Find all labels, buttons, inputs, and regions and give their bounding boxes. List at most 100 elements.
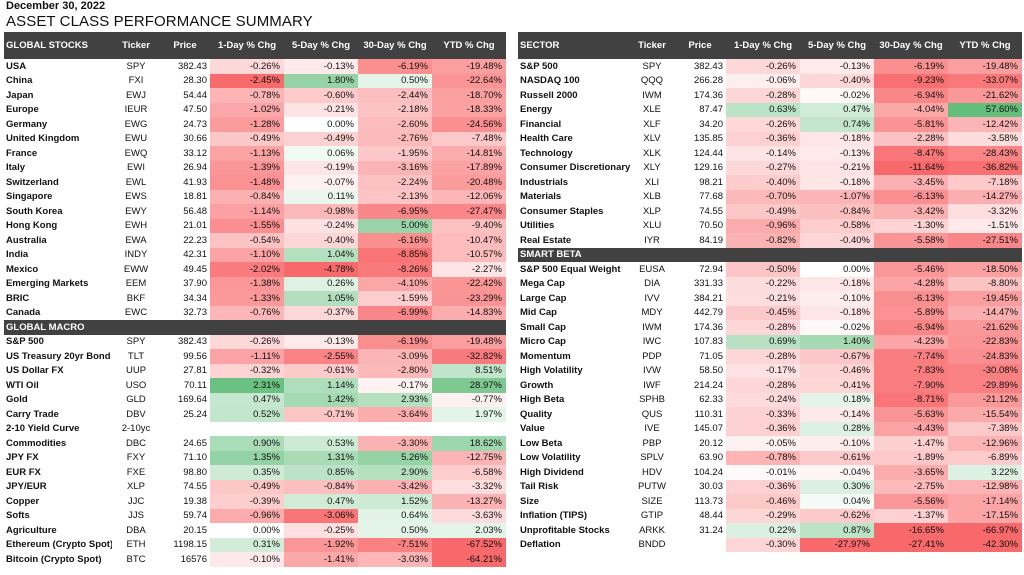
table-row: Health Care XLV 135.85 -0.36% -0.18% -2.28% -3… [518,131,1022,146]
cell-ticker: XLY [643,162,661,174]
cell-ticker: EWW [123,263,149,275]
cell-ticker: USO [125,379,147,391]
cell-chg-30day: -5.89% [874,305,948,320]
cell-price: 382.43 [177,60,207,72]
cell-price: 87.47 [699,104,723,116]
column-header-ytd: YTD % Chg [959,40,1011,51]
cell-price: 58.50 [699,365,723,377]
cell-ticker: EEM [125,278,147,290]
cell-name: Low Volatility [520,452,581,464]
cell-name: 2-10 Yield Curve [6,423,80,435]
cell-chg-1day: -1.14% [210,204,284,219]
cell-price: 21.01 [183,220,207,232]
cell-name: Size [520,495,540,507]
cell-price: 74.55 [699,205,723,217]
cell-chg-30day [358,422,432,437]
cell-chg-5day: 1.14% [284,378,358,393]
cell-chg-1day: -0.14% [726,146,800,161]
cell-chg-1day: -0.46% [726,494,800,509]
cell-name: Consumer Discretionary [520,162,630,174]
cell-price: 54.44 [183,89,207,101]
cell-name: Italy [6,162,26,174]
cell-chg-1day: 0.35% [210,465,284,480]
table-row: JPY/EUR XLP 74.55 -0.49% -0.84% -3.42% -3.32% [4,479,506,494]
cell-chg-5day: -0.84% [800,204,874,219]
cell-price: 16576 [180,553,207,565]
table-row: US Dollar FX UUP 27.81 -0.32% -0.61% -2.80% 8.… [4,363,506,378]
cell-chg-1day: -0.49% [726,204,800,219]
cell-ticker: BTC [126,553,146,565]
table-row: Low Beta PBP 20.12 -0.05% -0.10% -1.47% -12.96… [518,436,1022,451]
cell-ticker: XLI [644,176,660,188]
table-row: Real Estate IYR 84.19 -0.82% -0.40% -5.58% -27… [518,233,1022,248]
table-row: Technology XLK 124.44 -0.14% -0.13% -8.47% -28… [518,146,1022,161]
cell-chg-30day: -4.04% [874,102,948,117]
table-row: Canada EWC 32.73 -0.76% -0.37% -6.99% -14.83% [4,305,506,320]
cell-chg-30day: -6.94% [874,88,948,103]
cell-price: 70.11 [183,379,207,391]
cell-name: Momentum [520,350,571,362]
cell-chg-1day: 0.47% [210,392,284,407]
cell-chg-ytd: -36.82% [948,160,1022,175]
global-macro-table: S&P 500 SPY 382.43 -0.26% -0.13% -6.19% -19.48… [4,334,506,567]
cell-price: 18.81 [183,191,207,203]
cell-chg-ytd: -3.32% [432,479,506,494]
cell-name: WTI Oil [6,379,39,391]
table-row: S&P 500 SPY 382.43 -0.26% -0.13% -6.19% -19.48… [4,334,506,349]
cell-chg-ytd: -24.83% [948,349,1022,364]
table-row: China FXI 28.30 -2.45% 1.80% 0.50% -22.64% [4,73,506,88]
cell-name: Industrials [520,176,569,188]
cell-price: 169.64 [177,394,207,406]
cell-chg-30day: -7.90% [874,378,948,393]
cell-price: 32.73 [183,307,207,319]
cell-chg-ytd: -14.27% [948,189,1022,204]
cell-chg-1day: -0.30% [726,537,800,552]
cell-ticker: FXY [126,452,146,464]
left-panel: GLOBAL STOCKS Ticker Price 1-Day % Chg 5… [4,32,506,567]
cell-price: 48.44 [699,510,723,522]
cell-chg-1day: -2.45% [210,73,284,88]
cell-chg-5day: 0.00% [327,118,354,130]
table-row: Japan EWJ 54.44 -0.78% -0.60% -2.44% -18.70% [4,88,506,103]
table-row: Consumer Staples XLP 74.55 -0.49% -0.84% -3.4… [518,204,1022,219]
cell-chg-30day: 0.50% [358,73,432,88]
cell-ticker: JJS [128,510,144,522]
cell-price: 25.24 [183,408,207,420]
cell-chg-30day: -3.65% [874,465,948,480]
cell-chg-ytd: -12.96% [948,436,1022,451]
cell-price: 384.21 [693,292,723,304]
cell-name: Materials [520,191,562,203]
table-row: Consumer Discretionary XLY 129.16 -0.27% -0.… [518,160,1022,175]
cell-chg-1day: 0.22% [726,523,800,538]
cell-ticker: EWC [124,307,148,319]
cell-ticker: IVW [643,365,661,377]
cell-chg-1day: -0.76% [210,305,284,320]
cell-chg-1day: -0.40% [726,175,800,190]
table-row: EUR FX FXE 98.80 0.35% 0.85% 2.90% -6.58% [4,465,506,480]
cell-chg-1day: -0.28% [726,378,800,393]
cell-price: 174.36 [693,89,723,101]
cell-name: High Beta [520,394,565,406]
cell-ticker: IWF [643,379,661,391]
cell-ticker: SPY [642,60,662,72]
cell-name: Mexico [6,263,39,275]
cell-chg-5day: -0.04% [800,465,874,480]
cell-ticker: EWJ [125,89,147,101]
cell-chg-ytd: -18.50% [948,262,1022,277]
cell-chg-5day: 0.47% [284,494,358,509]
cell-chg-30day: 0.50% [358,523,432,538]
cell-price: 84.19 [699,234,723,246]
cell-price: 331.33 [693,278,723,290]
cell-chg-1day: -0.49% [210,131,284,146]
cell-chg-30day: -2.24% [358,175,432,190]
cell-chg-30day: -7.74% [874,349,948,364]
table-row: Bitcoin (Crypto Spot) BTC 16576 -0.10% -1.41… [4,552,506,567]
cell-ticker: XLK [643,147,661,159]
cell-ticker: IWM [642,89,662,101]
column-header-1day: 1-Day % Chg [217,40,277,51]
cell-price: 70.50 [699,220,723,232]
cell-name: Canada [6,307,41,319]
cell-name: Inflation (TIPS) [520,510,588,522]
cell-chg-5day: 0.00% [843,263,870,275]
cell-chg-5day: -0.98% [284,204,358,219]
